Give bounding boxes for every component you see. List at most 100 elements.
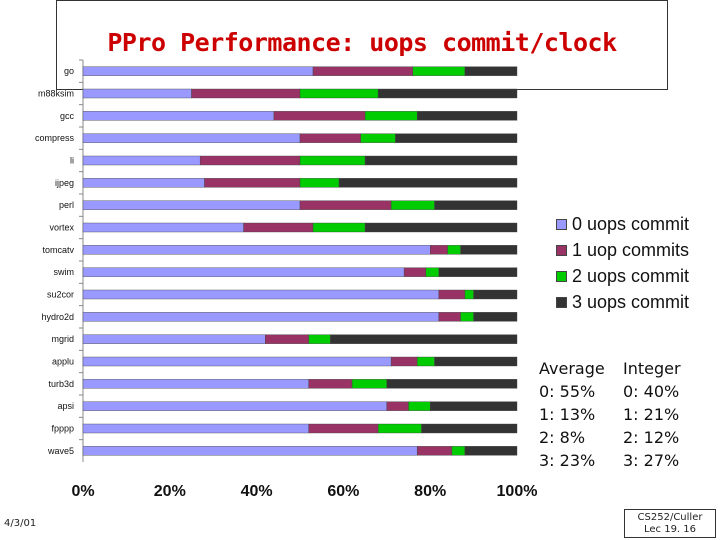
bar-segment	[299, 178, 340, 188]
legend-label-2: 2 uops commit	[572, 265, 690, 286]
chart-legend: 0 uops commit 1 uop commits 2 uops commi…	[556, 211, 689, 315]
bar-segment	[377, 88, 518, 99]
bar-segment	[312, 66, 414, 76]
bar-segment	[430, 245, 448, 255]
bar-segment	[330, 334, 518, 344]
category-label: applu	[52, 357, 74, 367]
bar-segment	[464, 446, 518, 456]
bar-segment	[386, 379, 518, 389]
bar-segment	[438, 289, 466, 300]
category-label: su2cor	[47, 290, 74, 300]
category-label: mgrid	[51, 334, 74, 344]
category-label: wave5	[47, 446, 74, 456]
category-label: swim	[54, 267, 75, 277]
legend-item-0: 0 uops commit	[556, 211, 689, 237]
bar-segment	[416, 356, 435, 367]
legend-swatch-3	[556, 296, 567, 308]
bar-segment	[82, 289, 440, 300]
integer-line-2: 2: 12%	[623, 428, 680, 447]
bar-segment	[82, 401, 387, 411]
bar-segment	[308, 334, 331, 344]
bar-segment	[82, 356, 392, 367]
bar-segment	[377, 423, 422, 434]
bar-segment	[364, 222, 518, 233]
bar-segment	[416, 111, 518, 121]
bar-segment	[434, 200, 518, 210]
bar-segment	[199, 155, 301, 166]
bar-segment	[421, 423, 518, 434]
legend-item-2: 2 uops commit	[556, 263, 689, 289]
bar-segment	[451, 446, 466, 456]
bar-segment	[464, 66, 518, 76]
bar-segment	[360, 133, 396, 143]
category-label: tomcatv	[42, 245, 74, 255]
bar-segment	[299, 200, 392, 210]
integer-line-3: 3: 27%	[623, 451, 680, 470]
average-line-1: 1: 13%	[539, 405, 596, 424]
bar-segment	[82, 88, 192, 99]
category-label: fpppp	[51, 424, 74, 434]
x-tick-label: 100%	[497, 483, 538, 500]
legend-label-1: 1 uop commits	[572, 239, 690, 260]
legend-label-0: 0 uops commit	[572, 213, 690, 234]
bar-segment	[408, 401, 431, 411]
bar-segment	[299, 155, 366, 166]
bar-segment	[364, 111, 418, 121]
bar-segment	[243, 222, 314, 233]
average-line-3: 3: 23%	[539, 451, 596, 470]
category-label: compress	[35, 133, 75, 143]
bar-segment	[434, 356, 518, 367]
bar-segment	[386, 401, 409, 411]
bar-segment	[273, 111, 366, 121]
bar-segment	[473, 289, 518, 300]
bar-segment	[460, 312, 474, 322]
category-label: perl	[59, 200, 74, 210]
bar-segment	[416, 446, 453, 456]
bar-segment	[82, 446, 418, 456]
bar-segment	[473, 312, 518, 322]
x-tick-label: 40%	[241, 483, 273, 500]
bar-segment	[82, 200, 301, 210]
slide-title: PPro Performance: uops commit/clock	[107, 28, 617, 57]
bar-segment	[464, 289, 474, 300]
bar-segment	[438, 267, 518, 277]
bar-segment	[299, 88, 379, 99]
lecture-label: Lec 19. 16	[643, 524, 697, 535]
legend-swatch-1	[556, 244, 567, 256]
bar-segment	[308, 379, 353, 389]
bar-segment	[438, 312, 461, 322]
category-label: hydro2d	[41, 312, 74, 322]
category-label: turb3d	[48, 379, 74, 389]
bar-segment	[82, 423, 309, 434]
bar-segment	[82, 312, 440, 322]
bar-segment	[82, 245, 431, 255]
bar-segment	[82, 379, 309, 389]
bar-segment	[312, 222, 366, 233]
x-tick-label: 60%	[327, 483, 359, 500]
course-label: CS252/Culler	[637, 512, 703, 523]
category-label: vortex	[49, 223, 74, 233]
category-label: m88ksim	[38, 89, 74, 99]
category-label: apsi	[57, 401, 74, 411]
bar-segment	[82, 111, 275, 121]
bar-segment	[204, 178, 301, 188]
bar-segment	[425, 267, 440, 277]
average-line-2: 2: 8%	[539, 428, 586, 447]
bar-segment	[390, 200, 435, 210]
bar-segment	[403, 267, 427, 277]
bar-segment	[299, 133, 361, 143]
bar-segment	[412, 66, 466, 76]
footer-box: CS252/Culler Lec 19. 16	[624, 509, 716, 538]
bar-segment	[82, 178, 205, 188]
bar-segment	[265, 334, 309, 344]
x-tick-label: 0%	[71, 483, 94, 500]
bar-segment	[82, 334, 266, 344]
integer-heading: Integer	[623, 359, 681, 378]
average-column: Average 0: 55% 1: 13% 2: 8% 3: 23%	[539, 357, 605, 472]
bar-segment	[82, 222, 244, 233]
bar-segment	[390, 356, 418, 367]
bar-segment	[351, 379, 387, 389]
bar-segment	[191, 88, 301, 99]
legend-item-3: 3 uops commit	[556, 289, 689, 315]
